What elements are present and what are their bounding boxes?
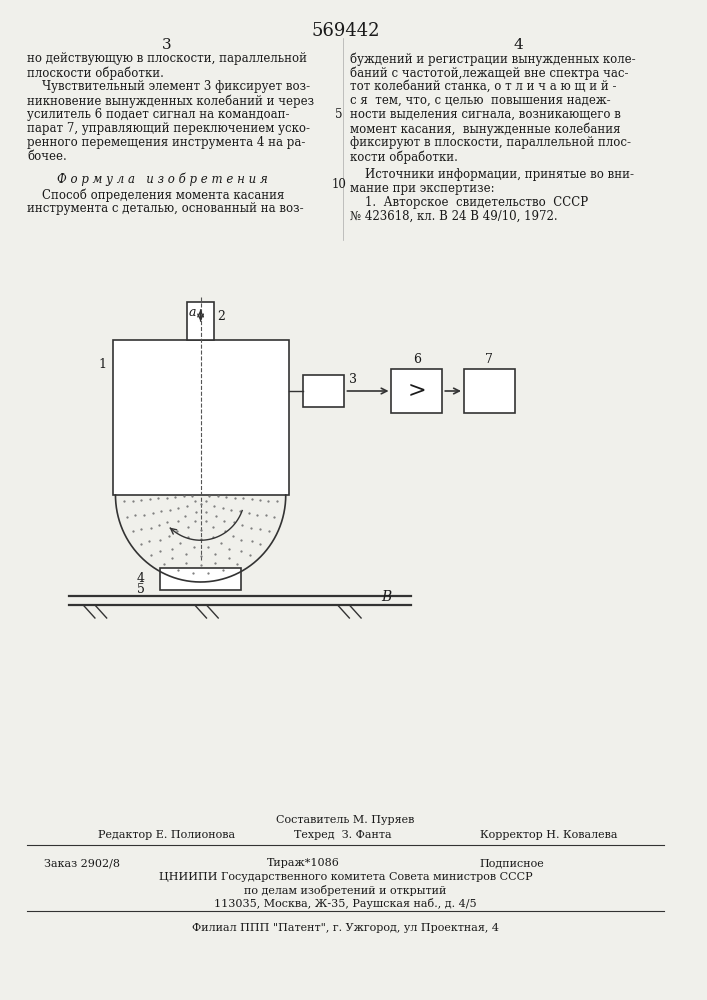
Text: >: > (407, 380, 426, 402)
Text: 3: 3 (349, 373, 357, 386)
Text: фиксируют в плоскости, параллельной плос-: фиксируют в плоскости, параллельной плос… (351, 136, 631, 149)
Text: 1: 1 (99, 358, 107, 371)
Text: мание при экспертизе:: мание при экспертизе: (351, 182, 495, 195)
Text: 113035, Москва, Ж-35, Раушская наб., д. 4/5: 113035, Москва, Ж-35, Раушская наб., д. … (214, 898, 477, 909)
Text: тот колебаний станка, о т л и ч а ю щ и й -: тот колебаний станка, о т л и ч а ю щ и … (351, 80, 617, 93)
Text: 569442: 569442 (311, 22, 380, 40)
Text: ЦНИИПИ Государственного комитета Совета министров СССР: ЦНИИПИ Государственного комитета Совета … (158, 872, 532, 882)
Text: 5: 5 (137, 583, 145, 596)
Text: B: B (382, 590, 392, 604)
Text: никновение вынужденных колебаний и через: никновение вынужденных колебаний и через (28, 94, 315, 107)
Text: ренного перемещения инструмента 4 на ра-: ренного перемещения инструмента 4 на ра- (28, 136, 305, 149)
Text: Составитель М. Пуряев: Составитель М. Пуряев (276, 815, 414, 825)
Bar (303, 375, 344, 407)
Text: 3: 3 (161, 38, 171, 52)
Text: усилитель 6 подает сигнал на командоап-: усилитель 6 подает сигнал на командоап- (28, 108, 290, 121)
Text: момент касания,  вынужденные колебания: момент касания, вынужденные колебания (351, 122, 621, 135)
Bar (160, 568, 240, 590)
Text: 6: 6 (413, 353, 421, 366)
Text: кости обработки.: кости обработки. (351, 150, 458, 163)
Text: Ф о р м у л а   и з о б р е т е н и я: Ф о р м у л а и з о б р е т е н и я (57, 172, 267, 186)
Text: Техред  З. Фанта: Техред З. Фанта (293, 830, 391, 840)
Text: баний с частотой,лежащей вне спектра час-: баний с частотой,лежащей вне спектра час… (351, 66, 629, 80)
Text: Чувствительный элемент 3 фиксирует воз-: Чувствительный элемент 3 фиксирует воз- (28, 80, 310, 93)
Text: но действующую в плоскости, параллельной: но действующую в плоскости, параллельной (28, 52, 308, 65)
Text: 2: 2 (217, 310, 225, 323)
Text: 4: 4 (137, 572, 145, 585)
Text: Редактор Е. Полионова: Редактор Е. Полионова (98, 830, 235, 840)
Text: Подписное: Подписное (479, 858, 544, 868)
Text: 5: 5 (335, 108, 342, 121)
Text: Источники информации, принятые во вни-: Источники информации, принятые во вни- (351, 168, 634, 181)
Bar (392, 369, 443, 413)
Text: 7: 7 (485, 353, 493, 366)
Text: плоскости обработки.: плоскости обработки. (28, 66, 164, 80)
Text: с я  тем, что, с целью  повышения надеж-: с я тем, что, с целью повышения надеж- (351, 94, 611, 107)
Text: Тираж*1086: Тираж*1086 (267, 858, 340, 868)
Text: Филиал ППП "Патент", г. Ужгород, ул Проектная, 4: Филиал ППП "Патент", г. Ужгород, ул Прое… (192, 923, 499, 933)
Text: 1.  Авторское  свидетельство  СССР: 1. Авторское свидетельство СССР (351, 196, 588, 209)
Text: № 423618, кл. В 24 В 49/10, 1972.: № 423618, кл. В 24 В 49/10, 1972. (351, 210, 558, 223)
Text: буждений и регистрации вынужденных коле-: буждений и регистрации вынужденных коле- (351, 52, 636, 66)
Text: бочее.: бочее. (28, 150, 67, 163)
Text: 10: 10 (331, 178, 346, 191)
Text: по делам изобретений и открытий: по делам изобретений и открытий (244, 885, 447, 896)
Text: Заказ 2902/8: Заказ 2902/8 (44, 858, 120, 868)
Text: a: a (188, 306, 196, 318)
Text: парат 7, управляющий переключением уско-: парат 7, управляющий переключением уско- (28, 122, 310, 135)
Text: Способ определения момента касания: Способ определения момента касания (28, 188, 285, 202)
Text: инструмента с деталью, основанный на воз-: инструмента с деталью, основанный на воз… (28, 202, 304, 215)
Bar (112, 340, 288, 495)
Text: Корректор Н. Ковалева: Корректор Н. Ковалева (479, 830, 617, 840)
Bar (187, 302, 214, 340)
Text: ности выделения сигнала, возникающего в: ности выделения сигнала, возникающего в (351, 108, 621, 121)
Bar (464, 369, 515, 413)
Text: 4: 4 (514, 38, 523, 52)
